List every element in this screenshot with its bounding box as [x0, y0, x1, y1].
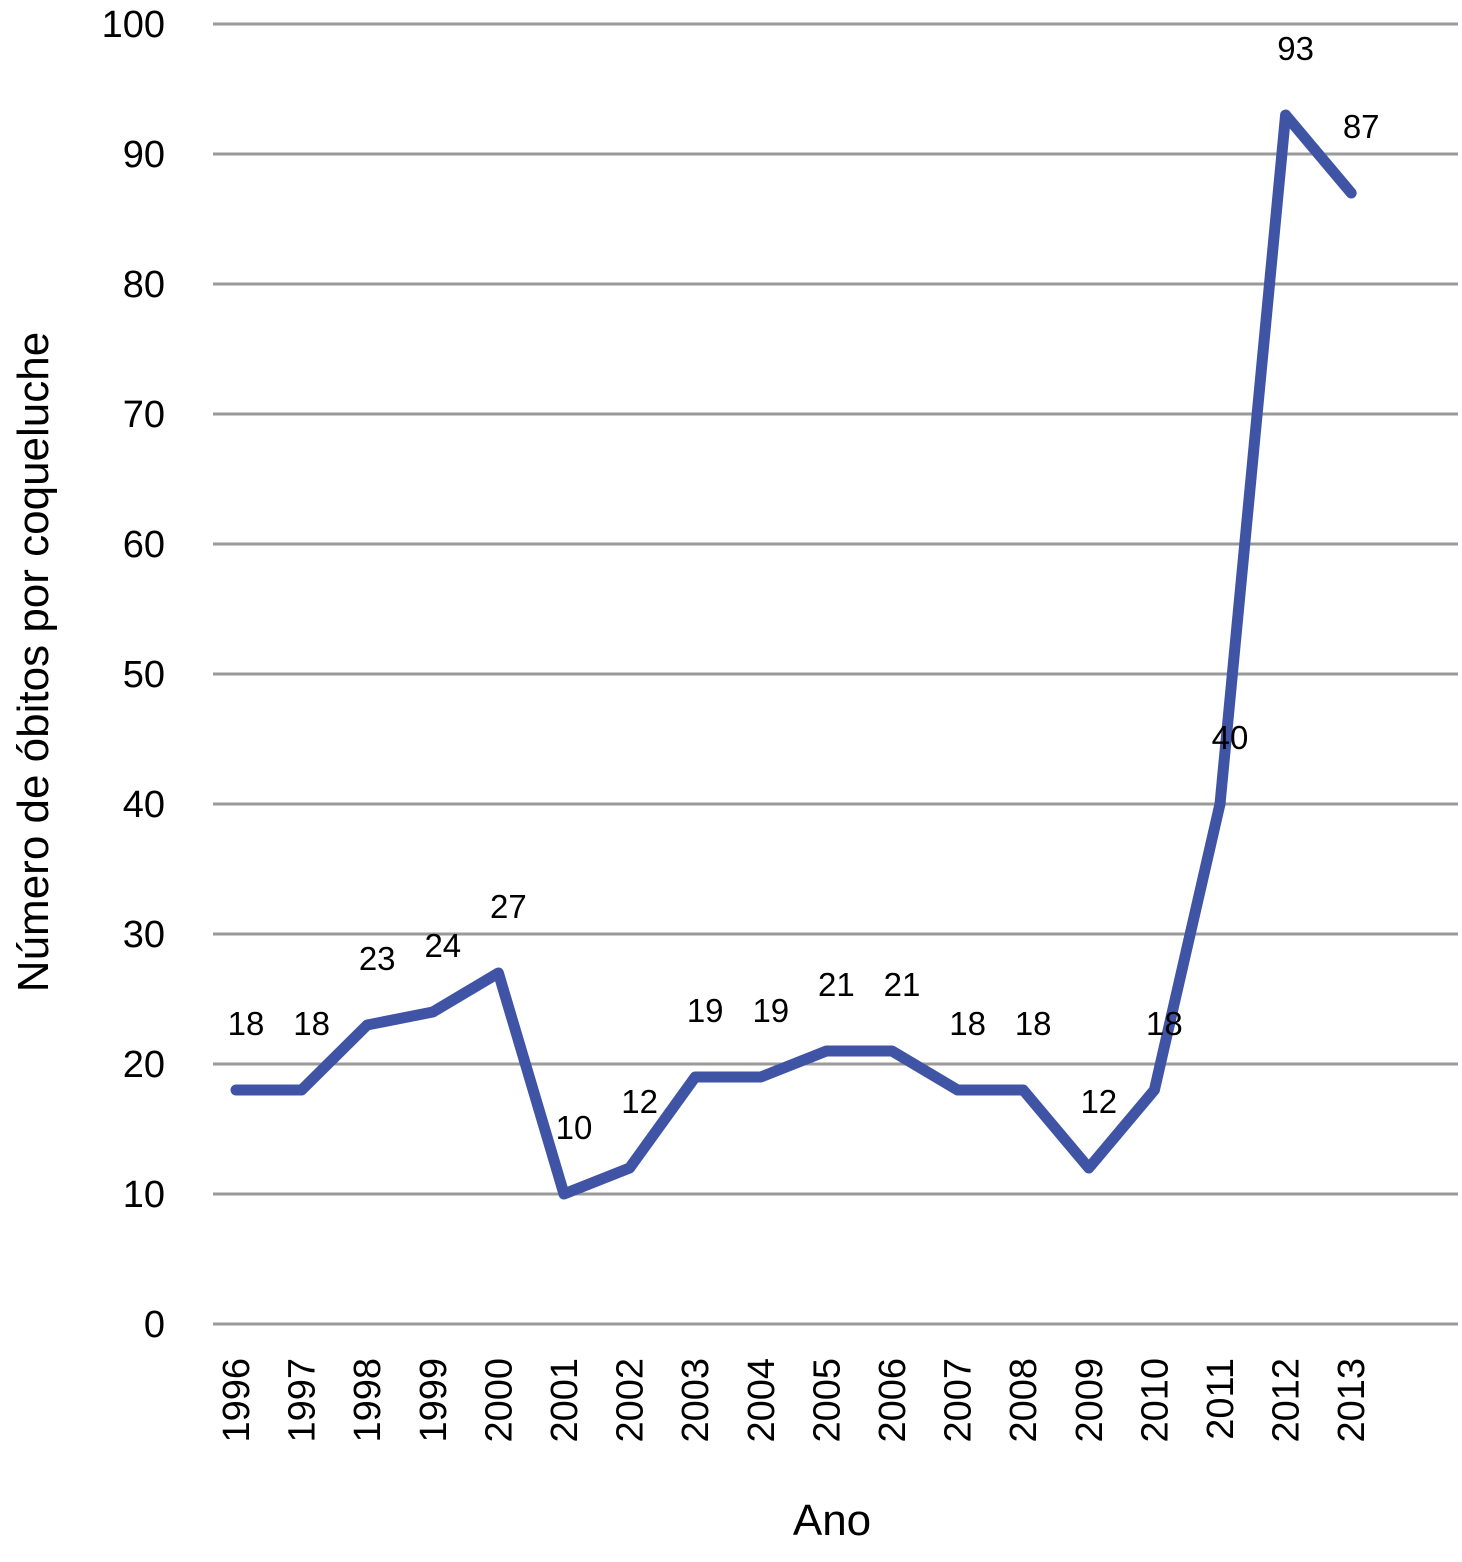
data-label: 21 — [818, 966, 855, 1003]
x-tick-label: 2004 — [741, 1358, 783, 1443]
x-tick-label: 2000 — [478, 1358, 520, 1443]
x-tick-label: 2006 — [872, 1358, 914, 1443]
data-label: 18 — [949, 1005, 986, 1042]
x-tick-label: 2011 — [1200, 1358, 1242, 1440]
y-tick-label: 70 — [123, 394, 165, 436]
data-label: 40 — [1212, 719, 1249, 756]
data-label: 12 — [1080, 1083, 1117, 1120]
x-tick-label: 2007 — [938, 1358, 980, 1443]
data-label: 19 — [752, 992, 789, 1029]
y-tick-label: 50 — [123, 654, 165, 696]
grid-lines — [213, 22, 1458, 1326]
y-tick-label: 80 — [123, 264, 165, 306]
x-tick-label: 2001 — [544, 1358, 586, 1443]
data-label: 93 — [1277, 30, 1314, 67]
x-axis-title: Ano — [793, 1496, 871, 1545]
y-tick-label: 60 — [123, 524, 165, 566]
series-line — [230, 109, 1357, 1200]
x-tick-label: 1999 — [413, 1358, 455, 1443]
data-label: 27 — [490, 888, 527, 925]
x-tick-label: 2003 — [675, 1358, 717, 1443]
data-labels: 18 18 23 24 27 10 12 19 19 21 21 18 18 12 18 40 93 87 — [228, 30, 1380, 1146]
x-tick-label: 2008 — [1003, 1358, 1045, 1443]
x-tick-label: 2002 — [610, 1358, 652, 1443]
x-tick-label: 2005 — [806, 1358, 848, 1443]
y-tick-label: 0 — [144, 1304, 165, 1346]
data-label: 18 — [293, 1005, 330, 1042]
data-label: 21 — [884, 966, 921, 1003]
x-tick-label: 1996 — [216, 1358, 258, 1443]
x-axis-ticks: 1996 1997 1998 1999 2000 2001 2002 2003 2004 2005… — [216, 1358, 1373, 1443]
data-label: 19 — [687, 992, 724, 1029]
x-tick-label: 2010 — [1134, 1358, 1176, 1443]
x-tick-label: 2012 — [1266, 1358, 1308, 1443]
data-label: 23 — [359, 940, 396, 977]
y-tick-label: 10 — [123, 1174, 165, 1216]
data-label: 18 — [1015, 1005, 1052, 1042]
series-layer — [230, 109, 1357, 1200]
data-label: 10 — [556, 1109, 593, 1146]
x-tick-label: 1998 — [347, 1358, 389, 1443]
y-tick-label: 100 — [102, 4, 165, 46]
x-tick-label: 1997 — [282, 1358, 324, 1443]
y-tick-label: 20 — [123, 1044, 165, 1086]
y-tick-label: 90 — [123, 134, 165, 176]
data-label: 18 — [228, 1005, 265, 1042]
x-tick-label: 2013 — [1331, 1358, 1373, 1443]
x-tick-label: 2009 — [1069, 1358, 1111, 1443]
data-label: 18 — [1146, 1005, 1183, 1042]
y-axis-ticks: 0 10 20 30 40 50 60 70 80 90 100 — [102, 4, 165, 1346]
data-label: 24 — [424, 927, 461, 964]
data-label: 87 — [1343, 108, 1380, 145]
y-tick-label: 40 — [123, 784, 165, 826]
data-label: 12 — [621, 1083, 658, 1120]
y-tick-label: 30 — [123, 914, 165, 956]
y-axis-title: Número de óbitos por coqueluche — [9, 332, 58, 992]
